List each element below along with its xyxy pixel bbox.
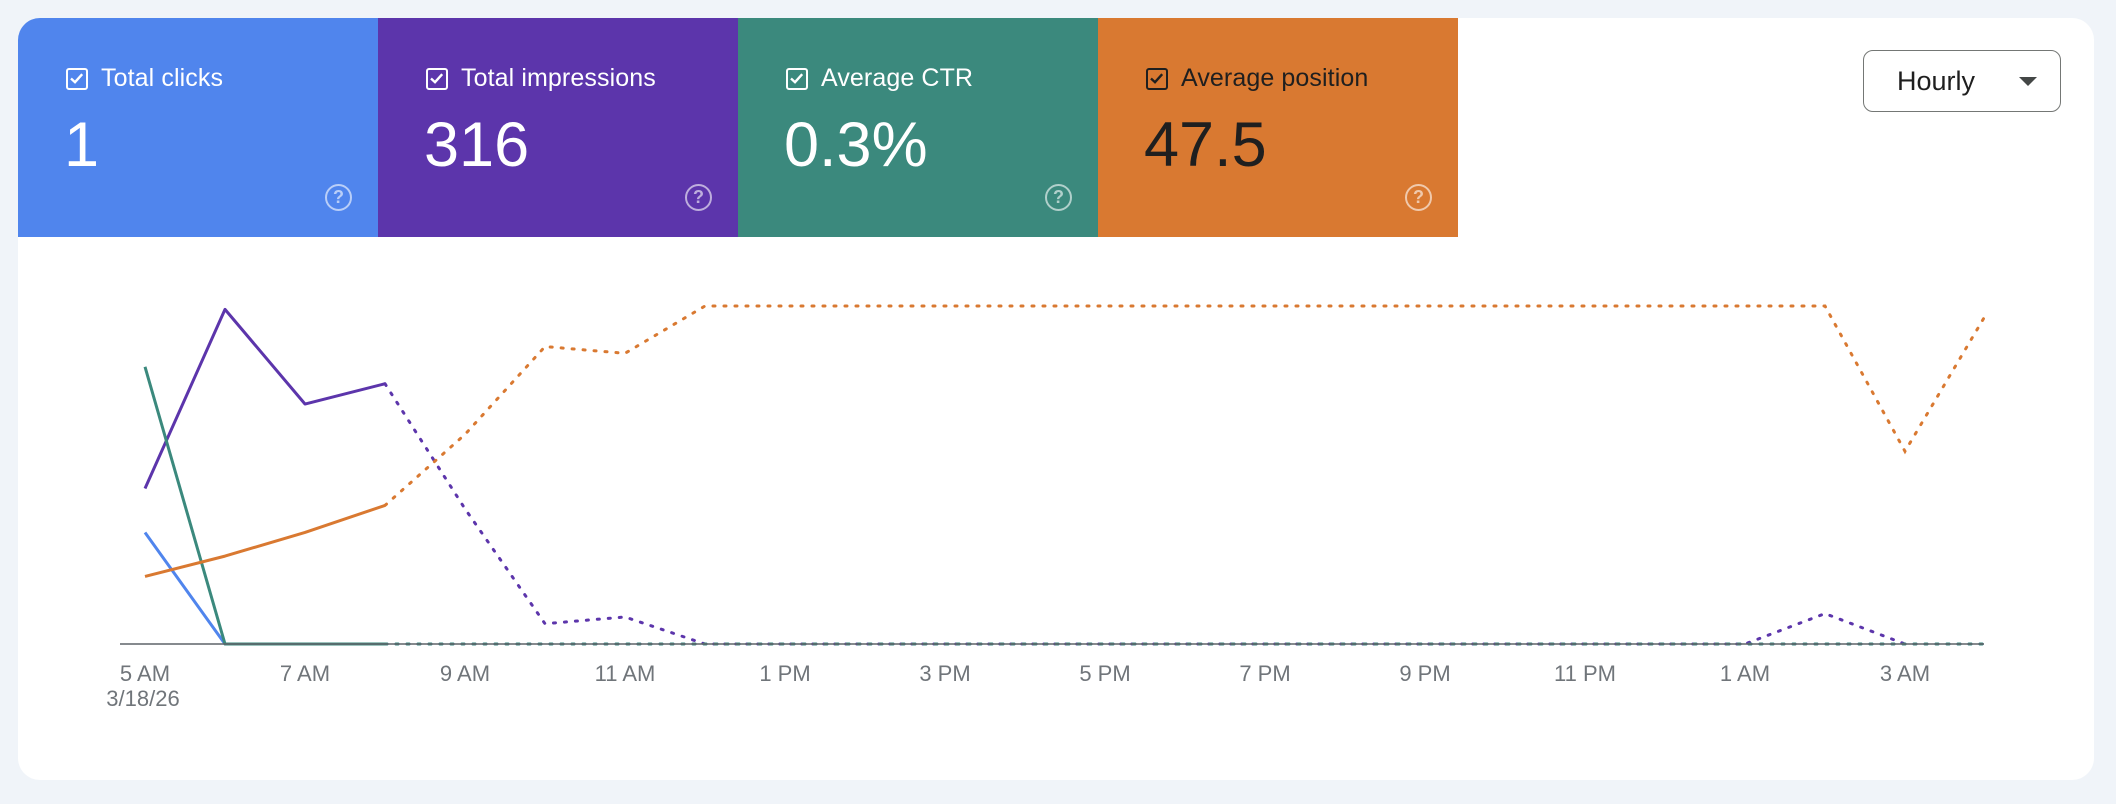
- series-line-total-clicks: [143, 531, 385, 646]
- metric-header: Total clicks: [66, 64, 223, 93]
- checkbox-checked-icon[interactable]: [66, 67, 88, 90]
- x-axis-tick-label: 1 PM: [759, 661, 810, 686]
- x-axis-tick-label: 3 PM: [919, 661, 970, 686]
- metric-card-average-ctr[interactable]: Average CTR 0.3%?: [738, 18, 1098, 237]
- metric-value: 1: [64, 110, 100, 180]
- x-axis-tick-label: 3 AM: [1880, 661, 1930, 686]
- help-icon[interactable]: ?: [1045, 184, 1072, 211]
- series-line-average-position: [144, 503, 386, 578]
- performance-card: 5 AM 7 AM 9 AM 11 AM 1 PM 3 PM 5 PM 7 PM 9 PM 11 …: [18, 18, 2094, 780]
- metric-header: Average position: [1146, 64, 1368, 93]
- metric-card-average-position[interactable]: Average position 47.5?: [1098, 18, 1458, 237]
- granularity-selected: Hourly: [1897, 65, 1976, 96]
- chevron-down-icon: [2019, 77, 2037, 86]
- x-axis-tick-label: 1 AM: [1720, 661, 1770, 686]
- metric-cards: Total clicks 1? Total impressions 316? Avera…: [18, 18, 1458, 237]
- metric-label: Total impressions: [461, 64, 656, 92]
- x-axis-tick-label: 9 PM: [1399, 661, 1450, 686]
- granularity-dropdown[interactable]: Hourly: [1863, 50, 2061, 112]
- metric-card-total-impressions[interactable]: Total impressions 316?: [378, 18, 738, 237]
- x-axis-tick-label: 5 AM: [120, 661, 170, 686]
- metric-value: 316: [424, 110, 530, 180]
- chart-series-group: [143, 304, 1987, 646]
- checkbox-checked-icon[interactable]: [1146, 67, 1168, 90]
- x-axis-tick-label: 7 PM: [1239, 661, 1290, 686]
- series-projection-average-position: [383, 304, 1987, 507]
- metric-value: 0.3%: [784, 110, 928, 180]
- help-icon[interactable]: ?: [1405, 184, 1432, 211]
- metric-card-total-clicks[interactable]: Total clicks 1?: [18, 18, 378, 237]
- x-axis-tick-label: 5 PM: [1079, 661, 1130, 686]
- x-axis-tick-label: 11 AM: [595, 661, 656, 686]
- metric-label: Average CTR: [821, 64, 974, 92]
- x-axis-labels: 5 AM 7 AM 9 AM 11 AM 1 PM 3 PM 5 PM 7 PM 9 PM 11 …: [120, 661, 1930, 686]
- x-axis-tick-label: 7 AM: [280, 661, 330, 686]
- x-axis-tick-label: 9 AM: [440, 661, 490, 686]
- metric-value: 47.5: [1144, 110, 1267, 180]
- metric-header: Total impressions: [426, 64, 656, 93]
- series-line-total-impressions: [143, 307, 386, 490]
- checkbox-checked-icon[interactable]: [786, 67, 808, 90]
- x-axis-date-label: 3/18/26: [106, 686, 179, 711]
- checkbox-checked-icon[interactable]: [426, 67, 448, 90]
- help-icon[interactable]: ?: [685, 184, 712, 211]
- metric-label: Average position: [1181, 64, 1369, 92]
- help-icon[interactable]: ?: [325, 184, 352, 211]
- performance-chart: 5 AM 7 AM 9 AM 11 AM 1 PM 3 PM 5 PM 7 PM 9 PM 11 …: [106, 304, 1987, 711]
- x-axis-tick-label: 11 PM: [1554, 661, 1616, 686]
- series-projection-total-impressions: [383, 382, 1907, 646]
- metric-label: Total clicks: [101, 64, 224, 92]
- metric-header: Average CTR: [786, 64, 973, 93]
